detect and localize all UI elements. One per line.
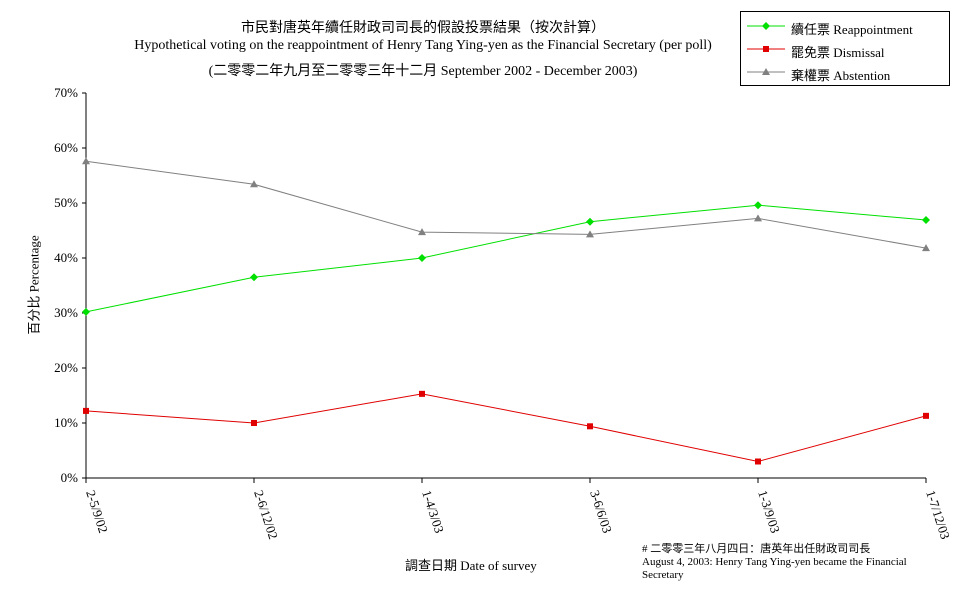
footnote-line-2: August 4, 2003: Henry Tang Ying-yen beca… xyxy=(642,556,907,568)
legend-item-abstention: 棄權票 Abstention xyxy=(741,62,949,84)
legend-item-reappointment: 續任票 Reappointment xyxy=(741,16,949,38)
y-tick-label: 20% xyxy=(54,360,78,375)
x-tick-label: 2-5/9/02 xyxy=(83,488,111,535)
data-point-abstention xyxy=(418,228,426,236)
data-point-reappointment xyxy=(586,217,594,226)
y-tick-label: 0% xyxy=(61,470,79,485)
y-axis-label: 百分比 Percentage xyxy=(26,235,42,335)
y-tick-label: 50% xyxy=(54,195,78,210)
footnote: # 二零零三年八月四日：唐英年出任財政司司長 August 4, 2003: H… xyxy=(642,543,932,582)
data-point-reappointment xyxy=(922,216,930,225)
legend-marker-abstention xyxy=(747,68,785,75)
footnote-line-3: Secretary xyxy=(642,569,684,581)
legend-label-dismissal: 罷免票 Dismissal xyxy=(791,45,885,60)
chart-subtitle-period: (二零零二年九月至二零零三年十二月 September 2002 - Decem… xyxy=(208,64,638,79)
y-tick-label: 70% xyxy=(54,85,78,100)
x-tick-label: 2-6/12/02 xyxy=(251,488,281,541)
series-line-2 xyxy=(85,160,927,249)
y-tick-label: 30% xyxy=(54,305,78,320)
data-point-dismissal xyxy=(923,412,929,419)
data-point-dismissal xyxy=(83,407,89,414)
x-tick-label: 1-3/9/03 xyxy=(755,488,783,535)
y-tick-label: 60% xyxy=(54,140,78,155)
data-point-abstention xyxy=(754,214,762,222)
data-point-dismissal xyxy=(419,390,425,397)
data-point-dismissal xyxy=(587,423,593,430)
x-axis-label: 調查日期 Date of survey xyxy=(405,558,537,573)
y-tick-label: 40% xyxy=(54,250,78,265)
legend-marker-reappointment xyxy=(747,22,785,30)
footnote-line-1: # 二零零三年八月四日：唐英年出任財政司司長 xyxy=(642,543,871,555)
legend-label-reappointment: 續任票 Reappointment xyxy=(791,22,913,37)
x-tick-label: 1-4/3/03 xyxy=(419,488,447,535)
legend: 續任票 Reappointment 罷免票 Dismissal 棄權票 Abst… xyxy=(740,11,950,86)
legend-item-dismissal: 罷免票 Dismissal xyxy=(741,39,949,61)
data-point-reappointment xyxy=(250,273,258,282)
x-tick-label: 3-6/6/03 xyxy=(587,488,615,535)
y-tick-label: 10% xyxy=(54,415,78,430)
data-point-reappointment xyxy=(82,307,90,316)
data-point-abstention xyxy=(922,244,930,252)
chart-subtitle: Hypothetical voting on the reappointment… xyxy=(134,38,712,53)
legend-label-abstention: 棄權票 Abstention xyxy=(791,68,891,83)
data-point-dismissal xyxy=(251,420,257,426)
x-tick-label: 1-7/12/03 xyxy=(923,488,953,541)
legend-marker-dismissal xyxy=(747,46,785,52)
chart-title: 市民對唐英年續任財政司司長的假設投票結果（按次計算） xyxy=(241,21,605,36)
series-line-0 xyxy=(85,204,927,313)
series-line-1 xyxy=(85,393,927,463)
data-point-reappointment xyxy=(754,201,762,210)
data-point-abstention xyxy=(82,157,90,165)
data-point-abstention xyxy=(250,180,258,188)
data-point-reappointment xyxy=(418,254,426,262)
data-point-dismissal xyxy=(755,458,761,465)
data-point-abstention xyxy=(586,230,594,238)
